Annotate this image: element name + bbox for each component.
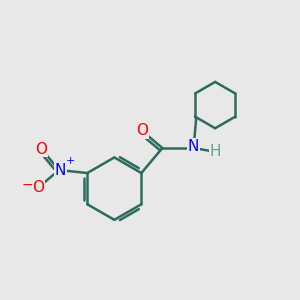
- Text: N: N: [55, 163, 66, 178]
- Text: H: H: [209, 144, 221, 159]
- Text: O: O: [136, 123, 148, 138]
- Text: −: −: [21, 178, 33, 192]
- Text: N: N: [188, 139, 199, 154]
- Text: O: O: [32, 180, 44, 195]
- Text: O: O: [35, 142, 47, 157]
- Text: +: +: [66, 156, 75, 166]
